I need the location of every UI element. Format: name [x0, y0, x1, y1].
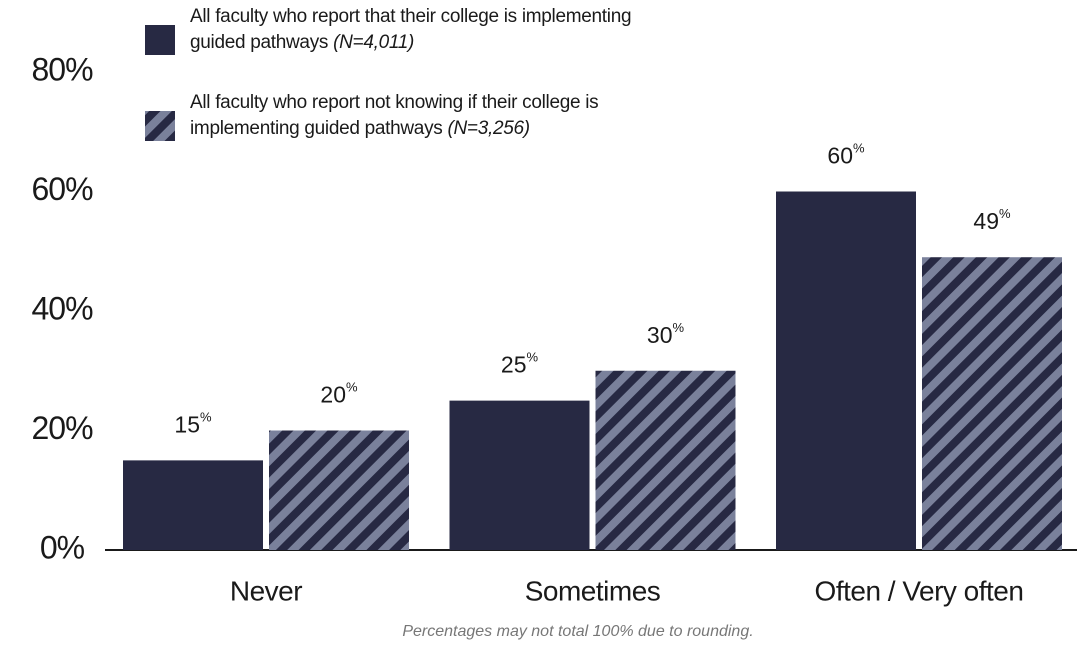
- bar: [922, 257, 1062, 550]
- y-tick-label: 20%: [31, 410, 93, 446]
- legend-swatch: [145, 111, 175, 141]
- y-tick-label: 0%: [40, 529, 85, 565]
- legend-label: All faculty who report not knowing if th…: [190, 92, 599, 139]
- legend-swatch: [145, 25, 175, 55]
- data-label: 25%: [501, 350, 539, 378]
- legend-note: (N=4,011): [333, 32, 415, 53]
- bar: [776, 191, 916, 550]
- data-label: 15%: [174, 410, 212, 438]
- legend-note: (N=3,256): [447, 118, 530, 139]
- bar: [595, 370, 736, 550]
- x-tick-label: Often / Very often: [815, 575, 1024, 606]
- legend-entry: All faculty who report not knowing if th…: [190, 90, 670, 142]
- y-tick-label: 40%: [31, 290, 93, 326]
- data-label: 60%: [827, 141, 865, 169]
- x-tick-label: Never: [230, 575, 302, 606]
- data-label: 20%: [320, 380, 358, 408]
- bar: [123, 460, 263, 550]
- bar: [449, 400, 590, 550]
- x-tick-label: Sometimes: [525, 575, 661, 606]
- footnote: Percentages may not total 100% due to ro…: [402, 623, 753, 640]
- data-label: 30%: [647, 320, 685, 348]
- legend-entry: All faculty who report that their colleg…: [190, 4, 670, 56]
- legend-label: All faculty who report that their colleg…: [190, 6, 632, 53]
- y-tick-label: 60%: [31, 171, 93, 207]
- data-label: 49%: [973, 207, 1011, 235]
- bar: [269, 430, 409, 550]
- y-tick-label: 80%: [31, 51, 93, 87]
